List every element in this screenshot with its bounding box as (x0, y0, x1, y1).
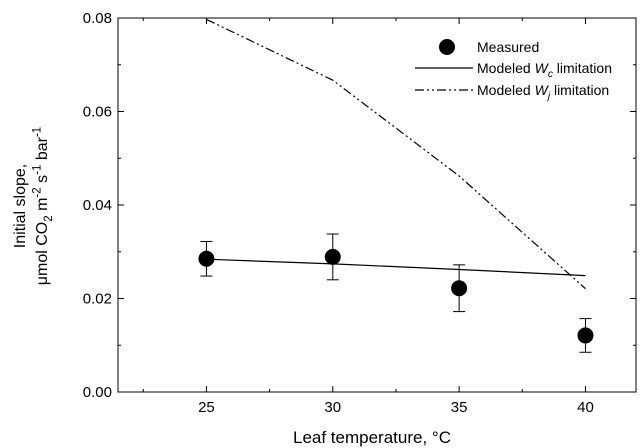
y-tick-label: 0.02 (83, 291, 112, 308)
series-line-wj-limitation (206, 18, 586, 290)
x-tick-label: 30 (324, 399, 341, 416)
series-layer (198, 18, 594, 353)
y-tick-label: 0.00 (83, 384, 112, 401)
x-axis: 25 30 35 40 (142, 18, 594, 416)
measured-point (451, 280, 468, 297)
legend-marker-measured (439, 39, 455, 55)
x-tick-label: 35 (451, 399, 468, 416)
y-axis-label-line1: Initial slope, (12, 164, 29, 249)
legend-label-wj: Modeled Wj limitation (477, 82, 609, 102)
y-tick-label: 0.08 (83, 10, 112, 27)
x-axis-label: Leaf temperature, °C (293, 428, 451, 447)
y-tick-label: 0.04 (83, 197, 112, 214)
x-tick-label: 40 (577, 399, 594, 416)
y-axis: 0.00 0.02 0.04 0.06 0.08 (83, 10, 636, 401)
legend-label-wc: Modeled Wc limitation (477, 60, 612, 80)
measured-point (198, 250, 215, 267)
series-line-wc-limitation (206, 258, 586, 277)
measured-point (324, 248, 341, 265)
x-tick-label: 25 (198, 399, 215, 416)
y-axis-label-line2: μmol CO2 m-2 s-1 bar-1 (32, 127, 55, 285)
measured-point (577, 327, 594, 344)
legend-label-measured: Measured (477, 39, 539, 55)
y-tick-label: 0.06 (83, 104, 112, 121)
